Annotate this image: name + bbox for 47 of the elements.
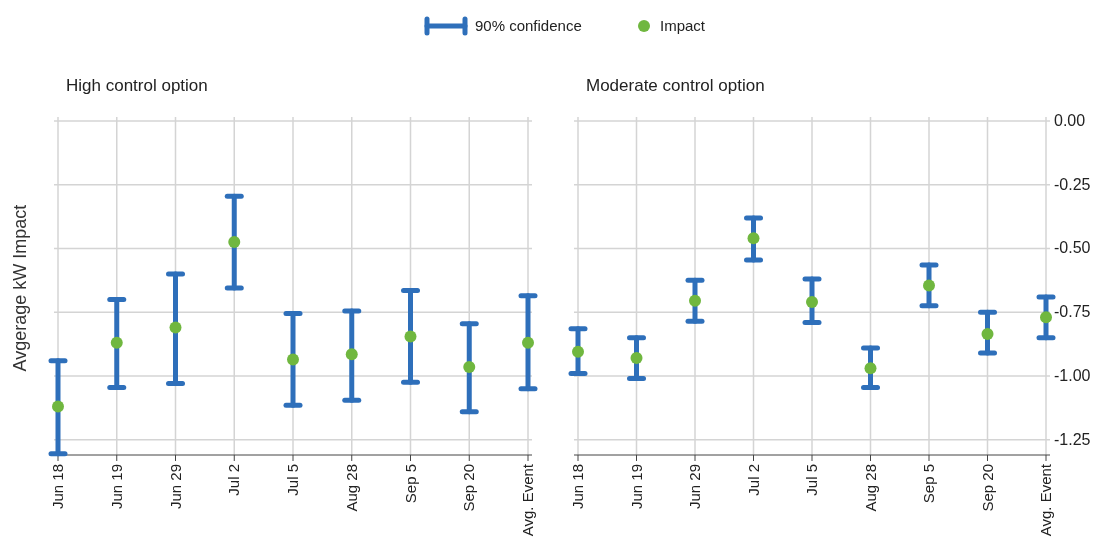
chart-title: Moderate control option [586,76,765,95]
x-tick-label: Sep 5 [920,464,937,504]
x-tick-label: Jun 19 [107,464,125,510]
point [404,330,417,343]
x-tick-label: Avg. Event [1037,463,1054,537]
x-tick-label: Sep 20 [978,464,996,512]
point [463,361,476,374]
point [689,294,701,307]
point [923,279,935,292]
x-tick-label: Jul 5 [284,464,301,496]
legend-label: Impact [660,17,706,34]
x-tick-label: Jul 2 [744,464,762,496]
point [228,236,241,249]
x-tick-label: Jun 29 [166,464,184,510]
y-tick-label: -1.00 [1054,366,1091,384]
point [806,296,818,309]
x-tick-label: Avg. Event [519,463,536,537]
x-tick-label: Jul 2 [225,464,243,496]
x-tick-label: Aug 28 [861,464,879,512]
point [572,345,584,358]
x-tick-label: Jun 18 [49,464,66,510]
point [287,353,299,366]
point [52,400,64,413]
x-tick-label: Jul 5 [803,464,820,496]
point [522,336,534,349]
x-tick-label: Sep 5 [401,464,419,504]
y-tick-label: -0.50 [1054,239,1091,257]
x-tick-label: Jun 29 [686,464,703,510]
text: 90% confidence [475,17,582,34]
point [110,336,123,349]
y-axis-title: Avgerage kW Impact [10,204,30,372]
point [169,321,182,334]
y-tick-label: -0.25 [1054,175,1091,193]
x-tick-label: Jun 18 [569,464,586,510]
point [1040,311,1052,324]
y-tick-label: -0.75 [1054,303,1091,321]
point [864,362,877,375]
point [747,232,760,245]
point [981,327,994,340]
x-tick-label: Aug 28 [342,464,360,512]
x-tick-label: Sep 20 [460,464,478,512]
point [345,348,358,361]
y-tick-label: -1.25 [1054,430,1091,448]
chart-title: High control option [66,76,208,95]
x-tick-label: Jun 19 [627,464,645,510]
y-tick-label: 0.00 [1054,112,1086,129]
point [630,352,643,365]
